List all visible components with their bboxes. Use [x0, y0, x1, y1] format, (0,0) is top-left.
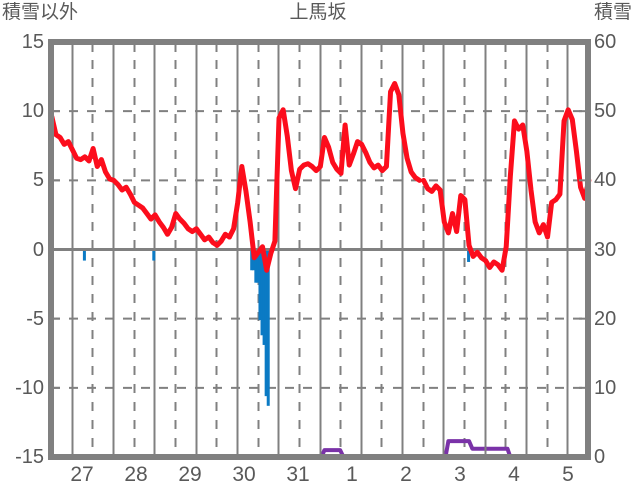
x-tick-1: 1 [346, 463, 358, 486]
snow-depth-line [49, 439, 591, 459]
right-axis-title: 積雪 [593, 2, 632, 23]
right-tick-40: 40 [594, 169, 617, 191]
right-tick-30: 30 [594, 239, 617, 261]
left-tick-m15: -15 [15, 446, 44, 468]
left-tick-10: 10 [21, 100, 44, 122]
left-axis-title: 積雪以外 [2, 2, 79, 23]
left-tick-m10: -10 [15, 377, 44, 399]
x-tick-27: 27 [70, 463, 94, 486]
plot-frame [48, 39, 591, 460]
x-tick-28: 28 [124, 463, 148, 486]
chart-title: 上馬坂 [289, 2, 347, 23]
right-tick-60: 60 [594, 31, 617, 53]
left-tick-15: 15 [21, 31, 44, 53]
x-tick-2: 2 [400, 463, 412, 486]
right-tick-50: 50 [594, 100, 617, 122]
left-tick-5: 5 [32, 169, 44, 191]
x-tick-3: 3 [454, 463, 466, 486]
right-tick-0: 0 [594, 446, 606, 468]
x-tick-4: 4 [508, 463, 520, 486]
x-tick-5: 5 [562, 463, 574, 486]
x-tick-30: 30 [232, 463, 256, 486]
left-tick-0: 0 [32, 239, 44, 261]
left-tick-m5: -5 [26, 308, 44, 330]
x-tick-29: 29 [178, 463, 202, 486]
temperature-line [49, 81, 592, 273]
right-tick-20: 20 [594, 308, 617, 330]
x-tick-31: 31 [286, 463, 310, 486]
right-tick-10: 10 [594, 377, 617, 399]
precipitation-bars [82, 249, 471, 406]
